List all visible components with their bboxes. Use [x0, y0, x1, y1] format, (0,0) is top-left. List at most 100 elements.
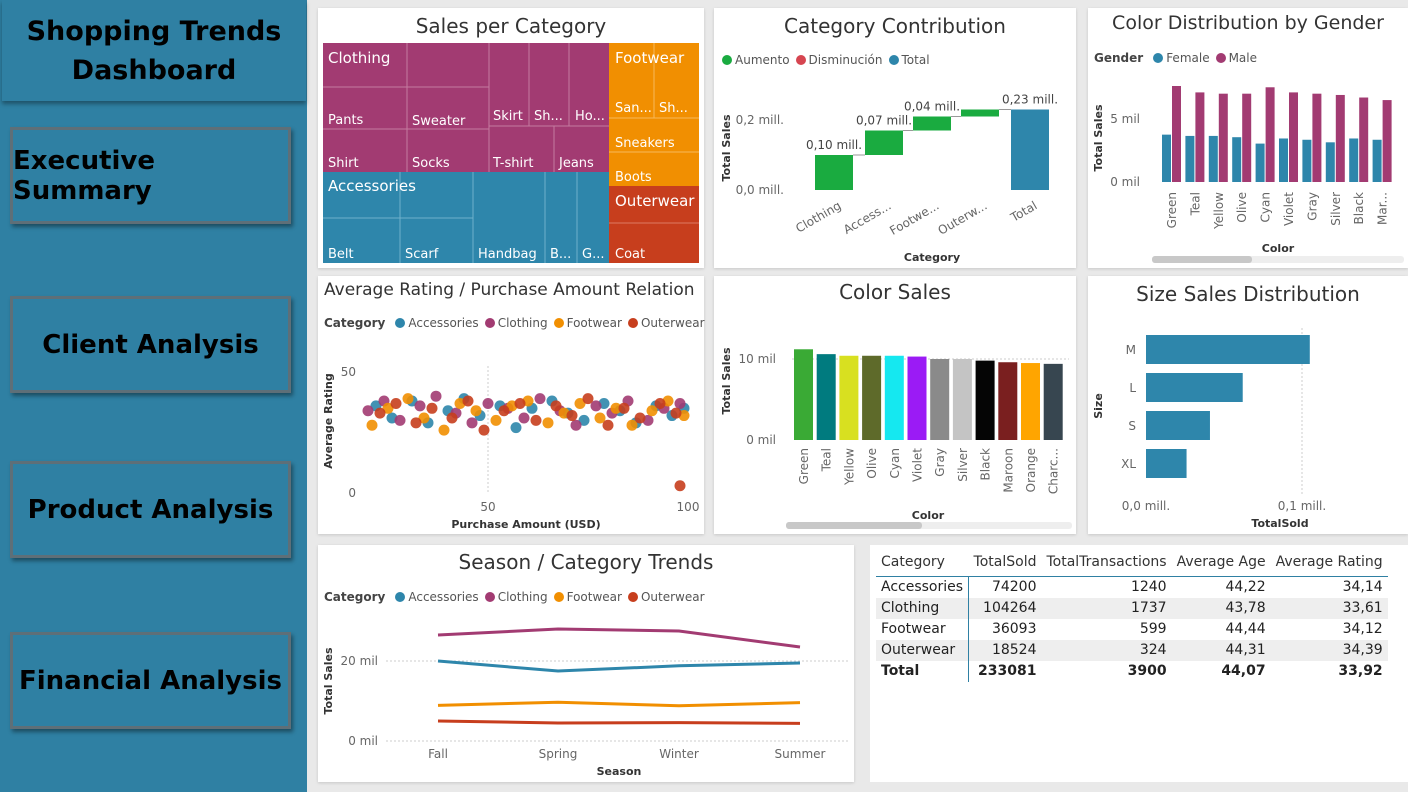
- column-header[interactable]: TotalTransactions: [1041, 550, 1172, 577]
- season-ytick: 20 mil: [341, 654, 378, 668]
- table-cell: 43,78: [1171, 597, 1271, 619]
- clothing-dot: [484, 318, 495, 328]
- size-ytick: M: [1126, 343, 1136, 357]
- gender-bar: [1208, 135, 1218, 182]
- table-row[interactable]: Footwear 36093 599 44,44 34,12: [876, 618, 1388, 640]
- scatter-point: [646, 405, 658, 417]
- treemap-footwear[interactable]: [609, 43, 699, 186]
- treemap-label: Coat: [615, 247, 645, 262]
- gender-title: Color Distribution by Gender: [1112, 12, 1384, 34]
- scatter-point: [418, 412, 430, 424]
- treemap-label: Sneakers: [615, 136, 675, 151]
- season-card: Season / Category Trends Category Access…: [318, 545, 854, 782]
- treemap-label: Belt: [328, 247, 354, 262]
- scatter-xlabel: Purchase Amount (USD): [451, 518, 600, 531]
- waterfall-xtick: Access...: [841, 198, 893, 236]
- gender-ytick: 0 mil: [1110, 175, 1140, 189]
- scatter-point: [566, 410, 578, 422]
- color-sales-bar: [816, 354, 836, 440]
- scatter-point: [402, 393, 414, 405]
- treemap-label: Shirt: [328, 156, 359, 171]
- legend-title: Gender: [1094, 51, 1144, 65]
- nav-financial-analysis[interactable]: Financial Analysis: [10, 632, 291, 729]
- table-cell: 33,92: [1338, 663, 1383, 679]
- color-sales-xtick: Olive: [865, 448, 879, 479]
- color-sales-title: Color Sales: [839, 280, 951, 304]
- aumento-dot: [722, 55, 732, 65]
- gender-bar: [1172, 86, 1181, 182]
- dashboard-title-line1: Shopping Trends: [26, 15, 282, 47]
- treemap-label: Skirt: [493, 109, 523, 124]
- scatter-point: [498, 405, 510, 417]
- scatter-ytick: 50: [341, 365, 356, 379]
- table-cell: 44,44: [1225, 621, 1266, 637]
- table-row[interactable]: Outerwear 18524 324 44,31 34,39: [876, 639, 1388, 661]
- treemap-outerwear[interactable]: [609, 186, 699, 263]
- accessories-dot: [395, 318, 406, 328]
- season-series-line: [437, 627, 801, 649]
- gender-scroll-thumb[interactable]: [1152, 256, 1252, 263]
- table-row[interactable]: Accessories 74200 1240 44,22 34,14: [876, 576, 1388, 598]
- scatter-point: [478, 424, 490, 436]
- gender-bar: [1349, 138, 1359, 182]
- color-sales-xtick: Gray: [933, 448, 947, 477]
- sidebar: Shopping Trends Dashboard Executive Summa…: [0, 0, 307, 792]
- table-cell: 33,61: [1270, 597, 1388, 619]
- scatter-point: [470, 405, 482, 417]
- season-ylabel: Total Sales: [322, 647, 335, 714]
- size-xlabel: TotalSold: [1251, 517, 1308, 530]
- size-ytick: L: [1129, 381, 1136, 395]
- waterfall-legend: Aumento Disminución Total: [722, 53, 930, 67]
- gender-bar: [1312, 93, 1322, 182]
- scatter-point: [430, 390, 442, 402]
- color-scroll-thumb[interactable]: [786, 522, 922, 529]
- gender-xtick: Silver: [1329, 192, 1343, 226]
- scatter-point: [410, 417, 422, 429]
- dashboard-title: Shopping Trends Dashboard: [2, 0, 306, 101]
- gender-xtick: Violet: [1282, 192, 1296, 226]
- accessories-dot: [395, 592, 406, 602]
- gender-bar: [1185, 135, 1195, 182]
- waterfall-xtick: Clothing: [793, 198, 843, 235]
- legend-label: Accessories: [408, 316, 479, 330]
- color-sales-xtick: Yellow: [842, 448, 856, 486]
- scatter-point: [626, 419, 638, 431]
- column-header[interactable]: Category: [876, 550, 969, 577]
- size-ytick: XL: [1121, 457, 1136, 471]
- treemap-accessories[interactable]: [323, 172, 609, 263]
- column-header[interactable]: Average Rating: [1270, 550, 1388, 577]
- gender-bar: [1325, 142, 1335, 182]
- table-row[interactable]: Clothing 104264 1737 43,78 33,61: [876, 597, 1388, 619]
- scatter-point: [534, 393, 546, 405]
- waterfall-bar: [815, 155, 853, 190]
- nav-product-analysis[interactable]: Product Analysis: [10, 461, 291, 558]
- table-cell: 44,22: [1225, 579, 1266, 596]
- scatter-point: [482, 397, 494, 409]
- nav-executive-summary[interactable]: Executive Summary: [10, 127, 291, 224]
- color-sales-xtick: Maroon: [1001, 448, 1015, 493]
- scatter-point: [574, 397, 586, 409]
- treemap-label: Sh...: [534, 109, 563, 124]
- table-cell: Clothing: [876, 597, 970, 619]
- color-sales-xtick: Cyan: [888, 448, 902, 478]
- gender-bar: [1359, 97, 1369, 182]
- treemap-clothing[interactable]: [323, 43, 609, 172]
- table-cell: 34,39: [1270, 639, 1388, 661]
- size-chart: Size TotalSold 0,0 mill. 0,1 mill. M L S XL: [1092, 328, 1326, 530]
- nav-client-analysis[interactable]: Client Analysis: [10, 296, 291, 393]
- legend-label: Footwear: [566, 316, 622, 330]
- column-header[interactable]: Average Age: [1171, 550, 1271, 577]
- season-title: Season / Category Trends: [458, 550, 714, 574]
- scatter-point: [590, 400, 602, 412]
- summary-table: Category TotalSold TotalTransactions Ave…: [876, 550, 1388, 682]
- waterfall-xtick: Total: [1007, 198, 1039, 225]
- treemap-label: Sh...: [659, 101, 688, 116]
- male-dot: [1215, 53, 1226, 63]
- table-cell: Total: [876, 660, 970, 682]
- color-sales-xtick: Black: [979, 448, 993, 481]
- table-cell: 324: [1041, 639, 1172, 661]
- scatter-point: [670, 407, 682, 419]
- legend-label: Outerwear: [640, 590, 705, 604]
- table-cell: 44,31: [1171, 639, 1271, 661]
- column-header[interactable]: TotalSold: [968, 550, 1042, 577]
